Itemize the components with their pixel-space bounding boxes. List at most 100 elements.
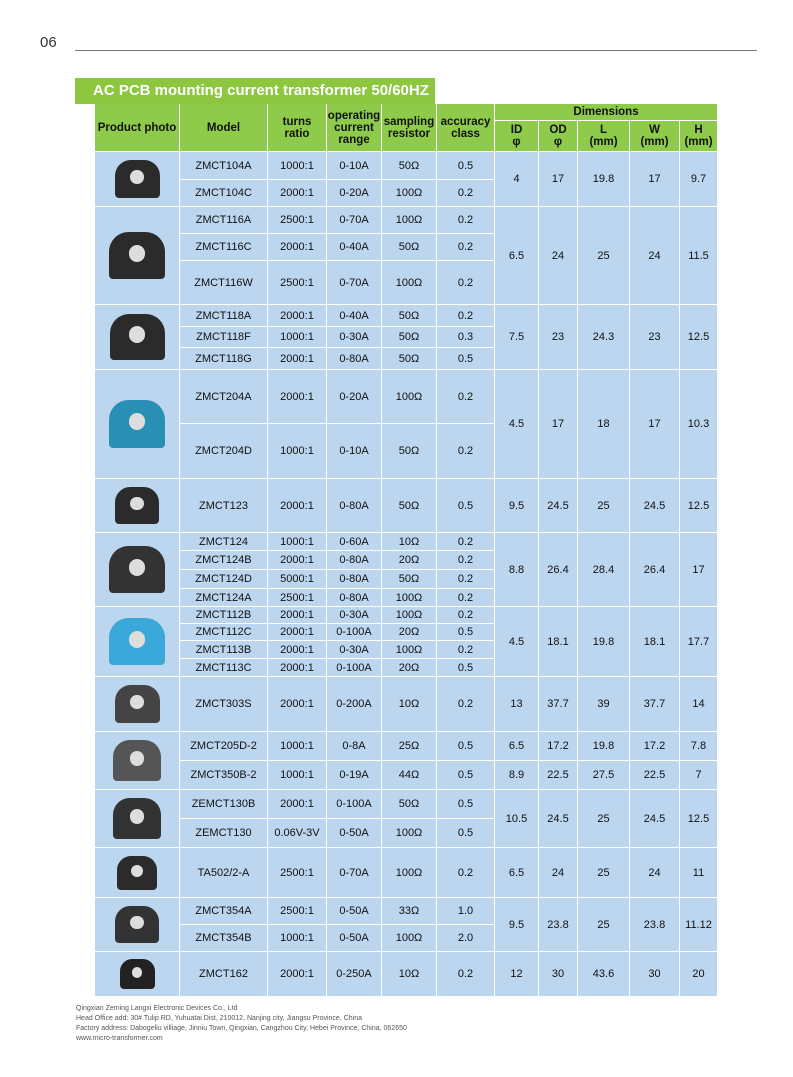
dimension: 4.5 [495, 607, 539, 677]
dimension: 17.2 [630, 732, 680, 761]
model: ZMCT104A [180, 152, 268, 180]
product-photo [95, 790, 180, 848]
spec: 1.0 [437, 898, 495, 925]
dimension: 18.1 [539, 607, 578, 677]
spec: 50Ω [382, 424, 437, 479]
spec: 0.2 [437, 641, 495, 659]
spec: 50Ω [382, 348, 437, 370]
dimension: 24.5 [539, 479, 578, 533]
spec: 0-8A [327, 732, 382, 761]
product-photo [95, 848, 180, 898]
dimension: 7.5 [495, 305, 539, 370]
spec: 10Ω [382, 677, 437, 732]
photo-hole [131, 967, 143, 978]
spec: 33Ω [382, 898, 437, 925]
product-photo [95, 305, 180, 370]
spec: 20Ω [382, 659, 437, 677]
spec: 2000:1 [268, 952, 327, 997]
photo-image [115, 905, 159, 944]
dimension: 9.5 [495, 898, 539, 952]
model: ZMCT354B [180, 925, 268, 952]
spec: 0-40A [327, 305, 382, 327]
rule [75, 50, 757, 51]
spec: 0-19A [327, 761, 382, 790]
spec: 0-80A [327, 570, 382, 589]
spec: 0-10A [327, 424, 382, 479]
footer-line: Qingxian Zeming Langxi Electronic Device… [76, 1005, 238, 1012]
spec: 2000:1 [268, 551, 327, 570]
dimension: 11.5 [680, 207, 718, 305]
dimension: 17.7 [680, 607, 718, 677]
photo-image [109, 231, 165, 280]
model: TA502/2-A [180, 848, 268, 898]
product-photo [95, 898, 180, 952]
dimension: 24.5 [539, 790, 578, 848]
dimension: 37.7 [539, 677, 578, 732]
product-photo [95, 533, 180, 607]
product-photo [95, 607, 180, 677]
dimension: 26.4 [539, 533, 578, 607]
spec: 100Ω [382, 641, 437, 659]
model: ZMCT204D [180, 424, 268, 479]
model: ZMCT112B [180, 607, 268, 624]
dimension: 14 [680, 677, 718, 732]
spec: 0.2 [437, 570, 495, 589]
spec: 1000:1 [268, 152, 327, 180]
model: ZMCT124D [180, 570, 268, 589]
dimension: 12.5 [680, 305, 718, 370]
spec: 0-70A [327, 207, 382, 234]
model: ZMCT113B [180, 641, 268, 659]
photo-hole [130, 695, 144, 709]
spec: 1000:1 [268, 761, 327, 790]
spec: 0.2 [437, 848, 495, 898]
model: ZMCT118F [180, 327, 268, 348]
spec: 0.5 [437, 732, 495, 761]
spec: 0.5 [437, 819, 495, 848]
photo-hole [130, 170, 144, 184]
spec: 2000:1 [268, 370, 327, 424]
dimension: 7 [680, 761, 718, 790]
column-header: turns ratio [268, 104, 327, 152]
spec: 0-100A [327, 659, 382, 677]
title-banner: AC PCB mounting current transformer 50/6… [75, 78, 435, 104]
dimension: 25 [578, 207, 630, 305]
dimension: 25 [578, 848, 630, 898]
spec: 0-50A [327, 819, 382, 848]
spec: 0-80A [327, 551, 382, 570]
dimension: 18.1 [630, 607, 680, 677]
model: ZMCT350B-2 [180, 761, 268, 790]
model: ZMCT116C [180, 234, 268, 261]
product-photo [95, 370, 180, 479]
dimension: 20 [680, 952, 718, 997]
model: ZMCT124A [180, 589, 268, 607]
product-photo [95, 952, 180, 997]
dimension: 24 [630, 848, 680, 898]
dimension: 13 [495, 677, 539, 732]
spec: 0-30A [327, 607, 382, 624]
model: ZMCT124 [180, 533, 268, 551]
dimension: 11.12 [680, 898, 718, 952]
dimension: 17.2 [539, 732, 578, 761]
dim-header: H (mm) [680, 121, 718, 152]
spec: 0.5 [437, 624, 495, 641]
spec: 10Ω [382, 533, 437, 551]
spec: 2500:1 [268, 589, 327, 607]
dim-header: W (mm) [630, 121, 680, 152]
column-header: Product photo [95, 104, 180, 152]
dim-header: L (mm) [578, 121, 630, 152]
spec: 1000:1 [268, 327, 327, 348]
spec: 0-200A [327, 677, 382, 732]
photo-image [113, 740, 161, 781]
spec: 0.5 [437, 479, 495, 533]
spec: 0-80A [327, 348, 382, 370]
dimension: 30 [539, 952, 578, 997]
product-photo [95, 207, 180, 305]
model: ZMCT118G [180, 348, 268, 370]
photo-image [109, 313, 165, 361]
dimension: 11 [680, 848, 718, 898]
photo-image [115, 486, 159, 525]
spec: 2000:1 [268, 180, 327, 207]
dimension: 8.9 [495, 761, 539, 790]
photo-image [117, 855, 157, 890]
spec: 0-20A [327, 180, 382, 207]
